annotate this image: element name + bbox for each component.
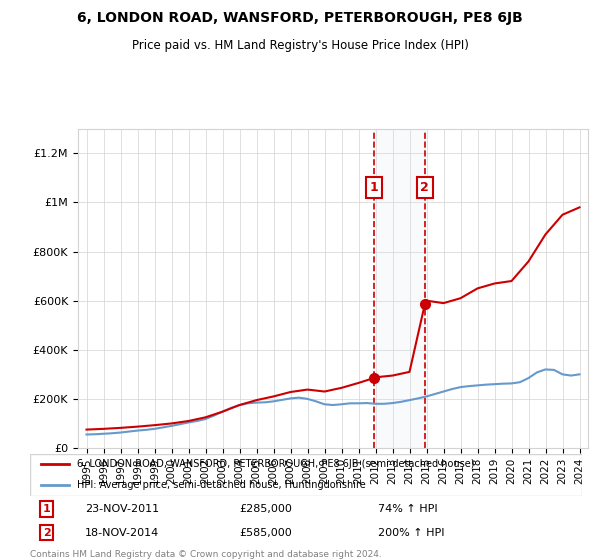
Text: 200% ↑ HPI: 200% ↑ HPI [378, 528, 444, 538]
Text: £285,000: £285,000 [240, 504, 293, 514]
Text: 2: 2 [421, 181, 429, 194]
Text: £585,000: £585,000 [240, 528, 293, 538]
Text: 2: 2 [43, 528, 50, 538]
Text: 74% ↑ HPI: 74% ↑ HPI [378, 504, 437, 514]
Text: 1: 1 [370, 181, 378, 194]
Bar [374, 129, 425, 448]
Text: 18-NOV-2014: 18-NOV-2014 [85, 528, 160, 538]
Text: 6, LONDON ROAD, WANSFORD, PETERBOROUGH, PE8 6JB: 6, LONDON ROAD, WANSFORD, PETERBOROUGH, … [77, 11, 523, 25]
Text: 23-NOV-2011: 23-NOV-2011 [85, 504, 160, 514]
Text: 1: 1 [43, 504, 50, 514]
Text: HPI: Average price, semi-detached house, Huntingdonshire: HPI: Average price, semi-detached house,… [77, 480, 365, 490]
Text: 6, LONDON ROAD, WANSFORD, PETERBOROUGH, PE8 6JB (semi-detached house): 6, LONDON ROAD, WANSFORD, PETERBOROUGH, … [77, 459, 475, 469]
Text: Price paid vs. HM Land Registry's House Price Index (HPI): Price paid vs. HM Land Registry's House … [131, 39, 469, 52]
Text: Contains HM Land Registry data © Crown copyright and database right 2024.
This d: Contains HM Land Registry data © Crown c… [30, 550, 382, 560]
